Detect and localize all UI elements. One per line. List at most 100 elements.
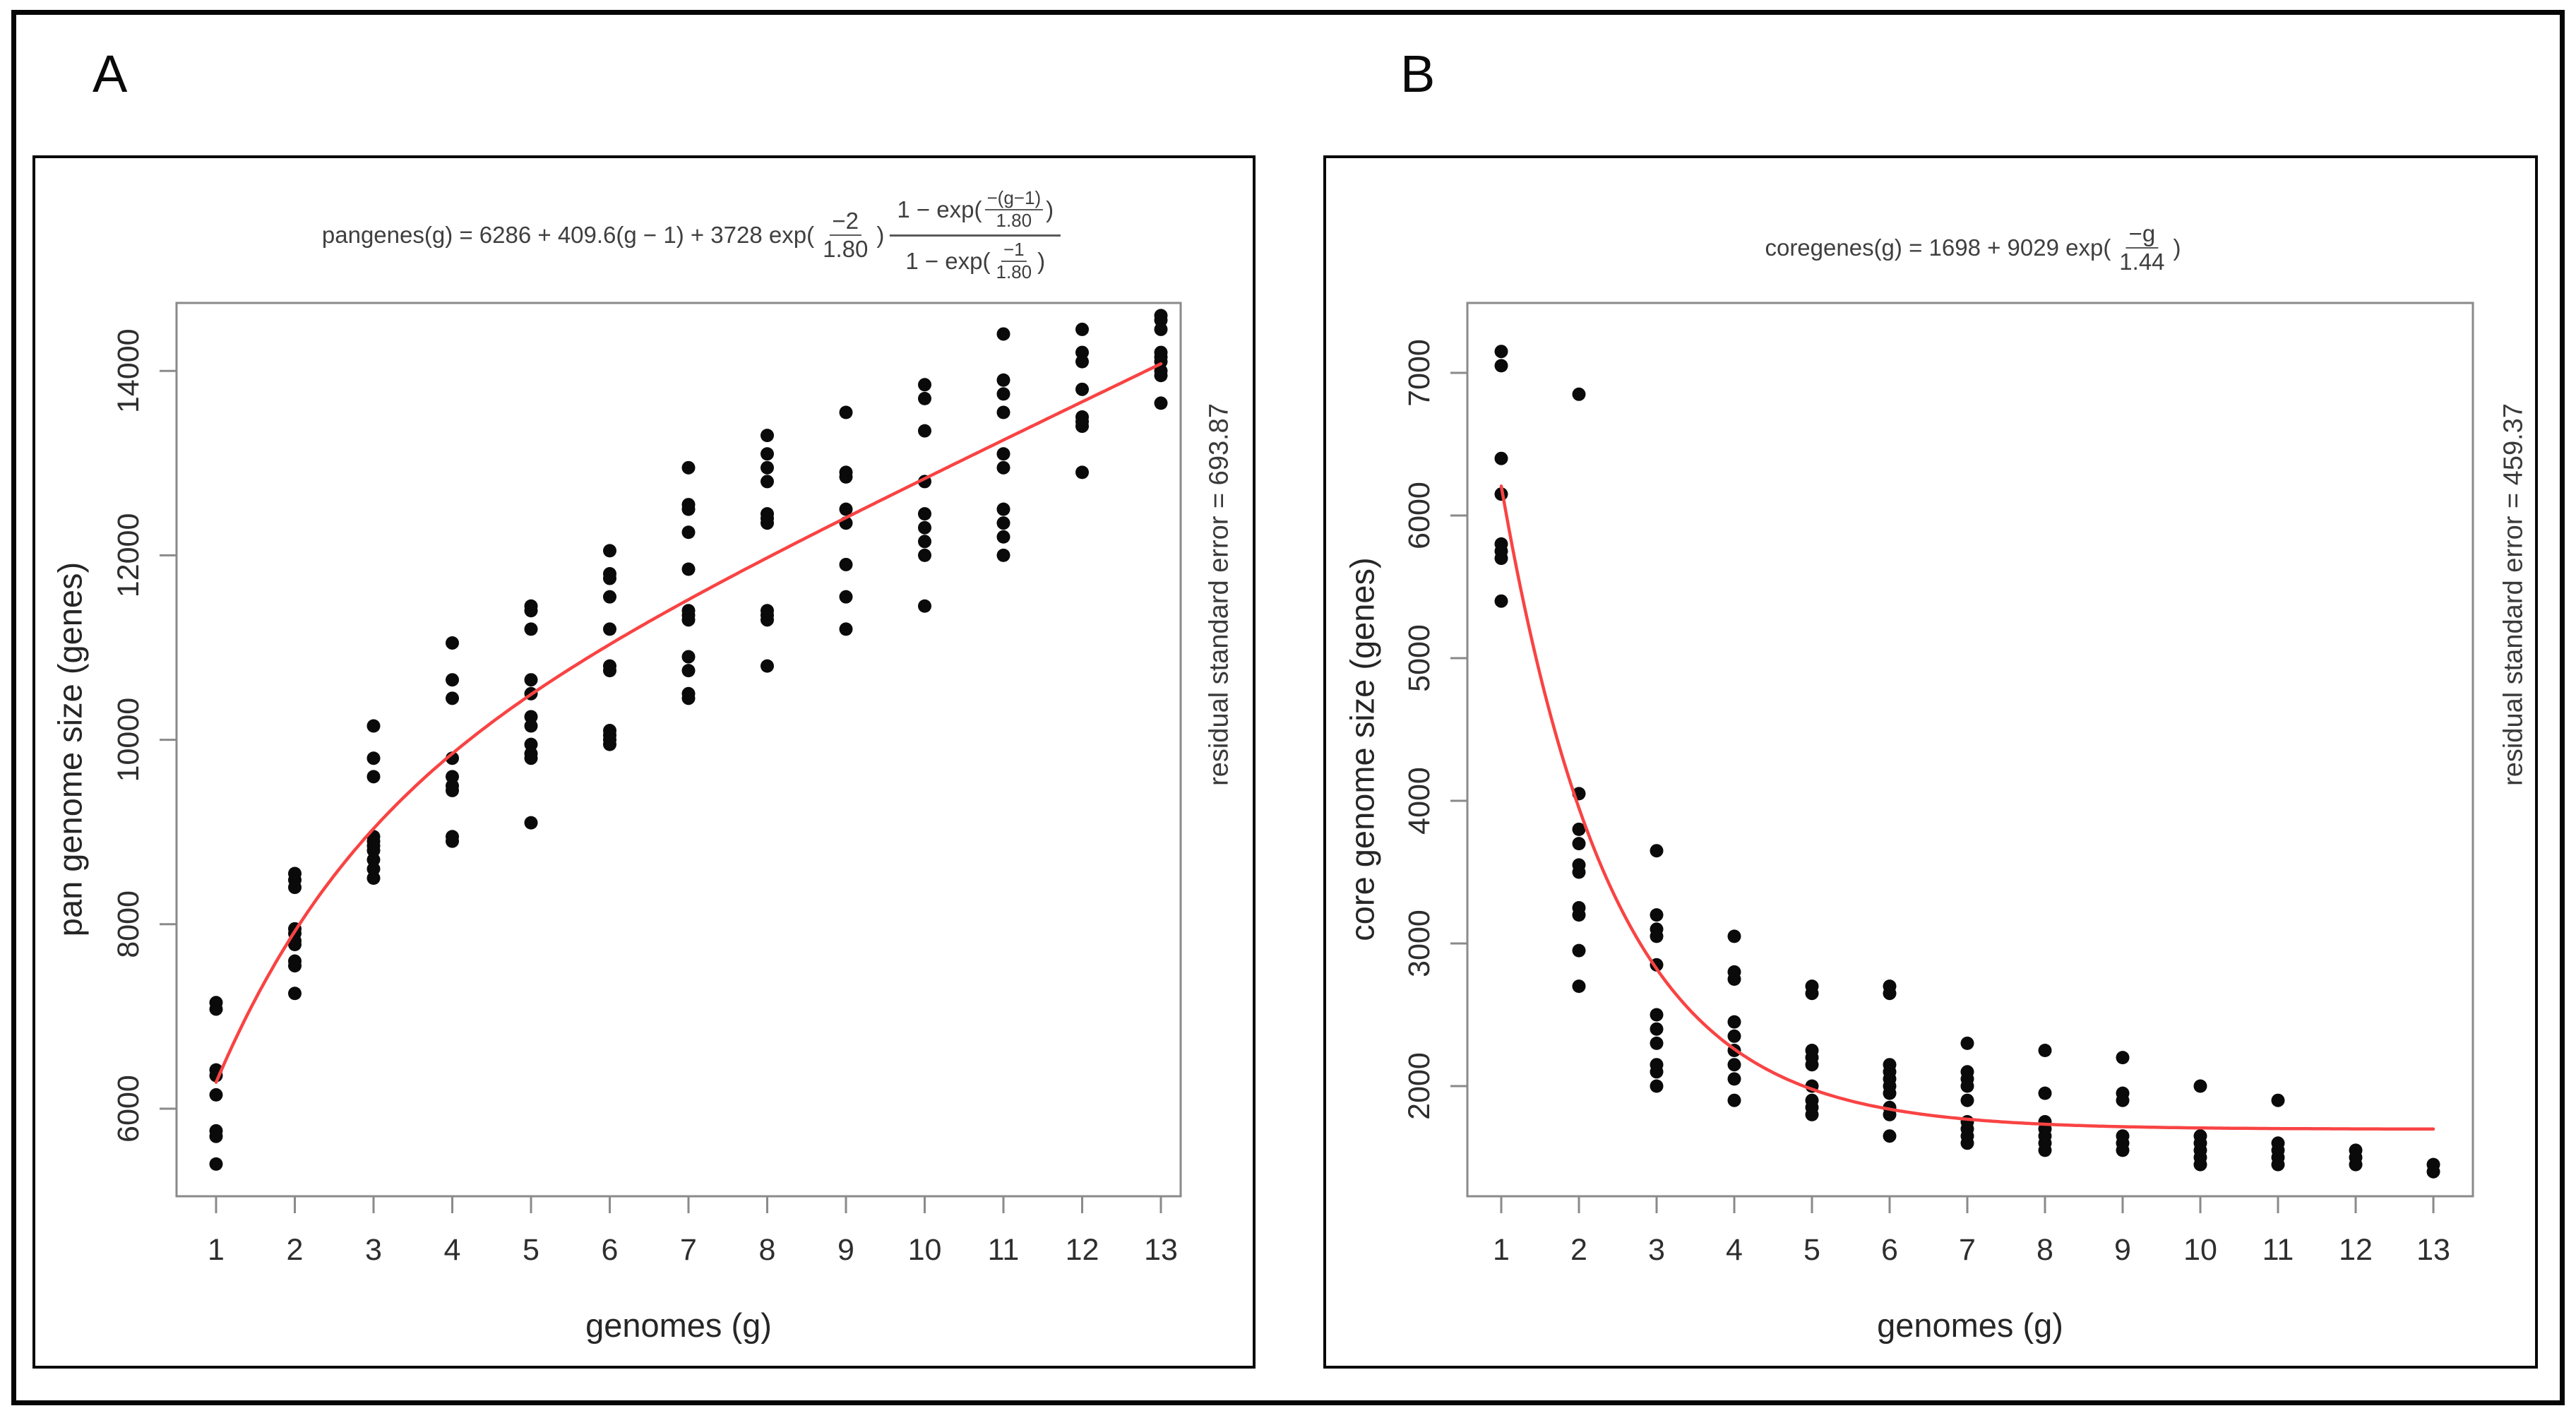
data-point bbox=[1494, 594, 1508, 608]
x-tick-label: 3 bbox=[1648, 1233, 1665, 1267]
y-tick-label: 14000 bbox=[112, 328, 145, 413]
data-point bbox=[2426, 1164, 2440, 1179]
data-point bbox=[1154, 313, 1168, 327]
data-point bbox=[761, 447, 774, 461]
data-point bbox=[524, 673, 538, 687]
data-point bbox=[996, 516, 1010, 530]
x-tick-label: 12 bbox=[2339, 1233, 2373, 1267]
data-point bbox=[288, 938, 302, 952]
y-tick-label: 6000 bbox=[1402, 482, 1436, 549]
data-point bbox=[524, 719, 538, 733]
x-tick-label: 4 bbox=[1726, 1233, 1743, 1267]
x-tick-label: 5 bbox=[523, 1233, 539, 1267]
panel-b-fit-formula: coregenes(g) = 1698 + 9029 exp( −g 1.44 … bbox=[1765, 220, 2181, 275]
data-point bbox=[1650, 1022, 1664, 1036]
data-point bbox=[1154, 322, 1168, 336]
data-point bbox=[918, 599, 931, 613]
data-point bbox=[1572, 837, 1586, 851]
x-tick-label: 11 bbox=[2262, 1233, 2294, 1267]
data-point bbox=[761, 460, 774, 475]
data-point bbox=[1572, 387, 1586, 401]
panel-b-plot: 1 2 3 4 5 6 7 8 9 10 11 12 1320003000400050006000700… bbox=[1402, 302, 2474, 1267]
formula-a-lead: pangenes(g) = 6286 + 409.6(g − 1) + 3728… bbox=[321, 222, 815, 249]
data-point bbox=[288, 987, 302, 1001]
data-point bbox=[288, 959, 302, 973]
x-tick-label: 4 bbox=[444, 1233, 461, 1267]
x-tick-label: 13 bbox=[1144, 1233, 1178, 1267]
data-point bbox=[1650, 1008, 1664, 1022]
data-point bbox=[996, 460, 1010, 475]
data-point bbox=[603, 664, 616, 678]
data-point bbox=[1572, 822, 1586, 836]
y-tick-label: 2000 bbox=[1402, 1052, 1436, 1120]
data-point bbox=[1075, 345, 1089, 359]
data-point bbox=[2271, 1157, 2285, 1172]
data-point bbox=[996, 405, 1010, 419]
x-tick-label: 10 bbox=[2183, 1233, 2217, 1267]
data-point bbox=[603, 571, 616, 585]
data-point bbox=[446, 691, 459, 705]
data-point bbox=[1494, 359, 1508, 373]
data-point bbox=[1883, 1086, 1897, 1100]
data-point bbox=[366, 843, 381, 857]
panel-b-residual-error-annotation: residual standard error = 459.37 bbox=[2498, 403, 2529, 786]
data-point bbox=[209, 1129, 223, 1143]
data-point bbox=[918, 548, 931, 562]
fit-curve bbox=[1499, 484, 2435, 1131]
data-point bbox=[839, 590, 853, 604]
data-point bbox=[996, 327, 1010, 341]
data-point bbox=[2038, 1086, 2052, 1100]
data-point bbox=[1960, 1036, 1974, 1050]
data-point bbox=[446, 770, 459, 784]
data-point bbox=[1650, 908, 1664, 922]
data-point bbox=[1572, 908, 1586, 922]
data-point bbox=[1960, 1079, 1974, 1093]
data-point bbox=[681, 525, 696, 540]
x-tick-label: 1 bbox=[1493, 1233, 1510, 1267]
data-point bbox=[1727, 929, 1741, 943]
data-point bbox=[996, 530, 1010, 544]
data-point bbox=[366, 852, 381, 866]
data-point bbox=[1805, 1058, 1819, 1072]
data-point bbox=[681, 460, 696, 475]
data-point bbox=[1727, 1093, 1741, 1107]
data-point bbox=[446, 636, 459, 650]
data-point bbox=[839, 622, 853, 636]
data-point bbox=[839, 557, 853, 571]
x-tick-label: 13 bbox=[2416, 1233, 2450, 1267]
data-point bbox=[2116, 1051, 2130, 1065]
data-point bbox=[1075, 419, 1089, 434]
data-point bbox=[1494, 345, 1508, 359]
data-point bbox=[918, 535, 931, 549]
data-point bbox=[996, 387, 1010, 401]
y-tick-label: 8000 bbox=[112, 890, 145, 958]
data-point bbox=[1572, 979, 1586, 994]
y-tick-label: 3000 bbox=[1402, 910, 1436, 977]
data-point bbox=[446, 783, 459, 797]
data-point bbox=[1075, 465, 1089, 479]
y-tick-label: 5000 bbox=[1402, 624, 1436, 692]
data-point bbox=[761, 613, 774, 627]
fit-curve bbox=[214, 362, 1163, 1084]
data-point bbox=[2349, 1157, 2363, 1172]
x-tick-label: 5 bbox=[1803, 1233, 1820, 1267]
panel-a-residual-error-annotation: residual standard error = 693.87 bbox=[1204, 403, 1234, 786]
data-point bbox=[209, 1088, 223, 1102]
data-point bbox=[681, 502, 696, 516]
data-point bbox=[918, 520, 931, 535]
data-point bbox=[681, 613, 696, 627]
data-point bbox=[996, 447, 1010, 461]
data-point bbox=[366, 770, 381, 784]
x-tick-label: 6 bbox=[602, 1233, 619, 1267]
data-point bbox=[1883, 1129, 1897, 1143]
data-point bbox=[1960, 1136, 1974, 1150]
data-point bbox=[1727, 1072, 1741, 1086]
data-point bbox=[761, 516, 774, 530]
data-point bbox=[2271, 1093, 2285, 1107]
data-point bbox=[524, 710, 538, 724]
data-point bbox=[996, 548, 1010, 562]
data-point bbox=[366, 871, 381, 885]
panel-a-y-axis-label: pan genome size (genes) bbox=[51, 561, 89, 937]
data-point bbox=[1154, 369, 1168, 383]
